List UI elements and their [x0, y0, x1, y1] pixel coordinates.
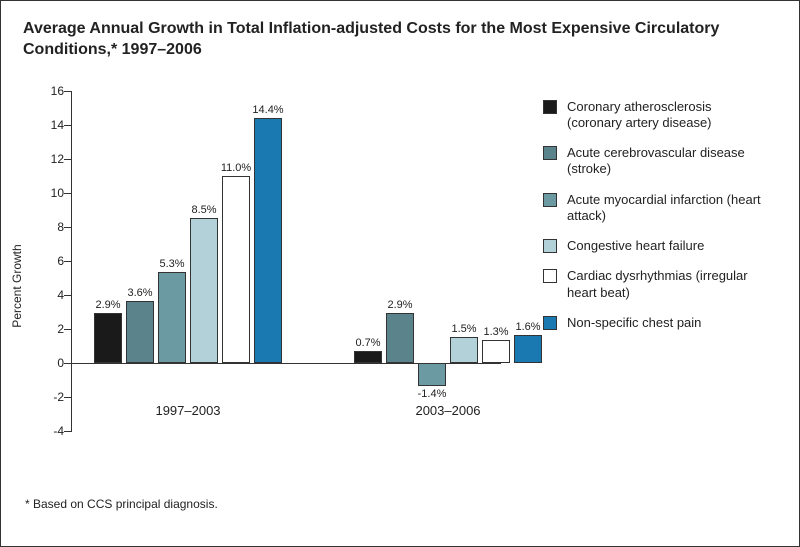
legend-item: Acute cerebrovascular disease (stroke)	[543, 145, 763, 178]
legend: Coronary atherosclerosis (coronary arter…	[543, 99, 763, 346]
y-tick	[64, 261, 72, 262]
y-tick	[64, 193, 72, 194]
bar-value-label: 1.5%	[451, 323, 476, 335]
legend-item: Acute myocardial infarction (heart attac…	[543, 192, 763, 225]
y-tick-label: 16	[36, 84, 64, 98]
y-tick	[64, 227, 72, 228]
y-tick	[64, 363, 72, 364]
bar	[514, 335, 542, 362]
bar	[158, 272, 186, 362]
footnote: * Based on CCS principal diagnosis.	[25, 497, 777, 511]
y-axis-label: Percent Growth	[10, 244, 24, 327]
y-tick-label: 12	[36, 152, 64, 166]
group-label: 2003–2006	[415, 403, 480, 418]
bar-value-label: 1.6%	[515, 321, 540, 333]
legend-swatch	[543, 239, 557, 253]
bar	[482, 340, 510, 362]
bar-value-label: 3.6%	[127, 287, 152, 299]
bar	[386, 313, 414, 362]
y-tick-label: 0	[36, 356, 64, 370]
bar-value-label: 8.5%	[191, 204, 216, 216]
plot-region: -4-202468101214162.9%3.6%5.3%8.5%11.0%14…	[71, 91, 501, 431]
bar-value-label: 11.0%	[221, 162, 251, 174]
y-tick-label: 8	[36, 220, 64, 234]
bar	[190, 218, 218, 363]
bar	[222, 176, 250, 363]
legend-item: Congestive heart failure	[543, 238, 763, 254]
bar	[94, 313, 122, 362]
bar-value-label: 2.9%	[95, 299, 120, 311]
legend-swatch	[543, 146, 557, 160]
bar	[126, 301, 154, 362]
y-tick	[64, 295, 72, 296]
y-tick-label: 2	[36, 322, 64, 336]
bar	[354, 351, 382, 363]
y-tick-label: -2	[36, 390, 64, 404]
y-tick	[64, 159, 72, 160]
y-tick	[64, 125, 72, 126]
legend-swatch	[543, 100, 557, 114]
bar-value-label: 2.9%	[387, 299, 412, 311]
bar	[254, 118, 282, 363]
y-tick-label: 6	[36, 254, 64, 268]
bar	[450, 337, 478, 363]
group-label: 1997–2003	[155, 403, 220, 418]
y-tick-label: 4	[36, 288, 64, 302]
y-tick	[64, 431, 72, 432]
y-tick	[64, 397, 72, 398]
y-tick-label: 10	[36, 186, 64, 200]
page-title: Average Annual Growth in Total Inflation…	[23, 19, 777, 61]
legend-text: Acute cerebrovascular disease (stroke)	[567, 145, 763, 178]
legend-text: Coronary atherosclerosis (coronary arter…	[567, 99, 763, 132]
chart-wrap: Percent Growth -4-202468101214162.9%3.6%…	[23, 81, 777, 491]
legend-text: Cardiac dysrhythmias (irregular heart be…	[567, 268, 763, 301]
legend-swatch	[543, 269, 557, 283]
legend-item: Coronary atherosclerosis (coronary arter…	[543, 99, 763, 132]
legend-item: Cardiac dysrhythmias (irregular heart be…	[543, 268, 763, 301]
bar-value-label: 0.7%	[355, 337, 380, 349]
chart-area: Percent Growth -4-202468101214162.9%3.6%…	[23, 81, 513, 491]
bar-value-label: 5.3%	[159, 258, 184, 270]
legend-text: Non-specific chest pain	[567, 315, 701, 331]
legend-swatch	[543, 316, 557, 330]
legend-swatch	[543, 193, 557, 207]
y-tick	[64, 329, 72, 330]
legend-text: Acute myocardial infarction (heart attac…	[567, 192, 763, 225]
bar-value-label: 1.3%	[483, 326, 508, 338]
bar	[418, 363, 446, 387]
y-tick	[64, 91, 72, 92]
bar-value-label: -1.4%	[418, 388, 447, 400]
y-tick-label: -4	[36, 424, 64, 438]
legend-item: Non-specific chest pain	[543, 315, 763, 331]
legend-text: Congestive heart failure	[567, 238, 704, 254]
bar-value-label: 14.4%	[252, 104, 283, 116]
y-tick-label: 14	[36, 118, 64, 132]
